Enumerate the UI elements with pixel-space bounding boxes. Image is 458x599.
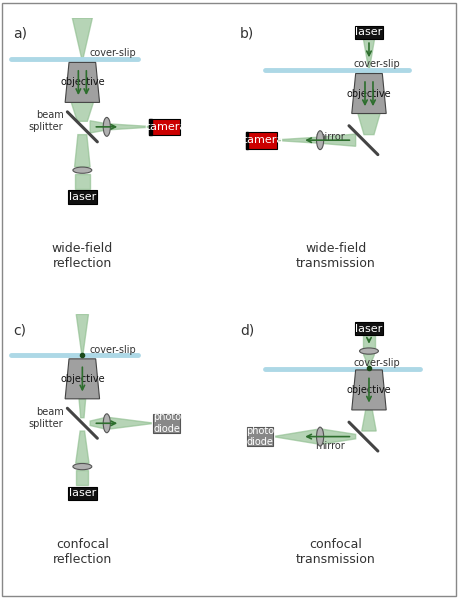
Polygon shape [352, 74, 386, 114]
Ellipse shape [73, 464, 92, 470]
Polygon shape [364, 335, 375, 349]
Polygon shape [276, 429, 317, 444]
Polygon shape [65, 359, 99, 399]
Ellipse shape [73, 167, 92, 173]
Text: laser: laser [355, 324, 382, 334]
Polygon shape [352, 370, 386, 410]
Polygon shape [320, 429, 356, 444]
FancyBboxPatch shape [245, 132, 248, 149]
Text: confocal
transmission: confocal transmission [296, 538, 376, 566]
Text: wide-field
transmission: wide-field transmission [296, 242, 376, 270]
FancyBboxPatch shape [68, 190, 97, 204]
Text: laser: laser [69, 488, 96, 498]
Text: cover-slip: cover-slip [354, 358, 400, 368]
Polygon shape [107, 124, 149, 130]
Polygon shape [320, 134, 356, 146]
Polygon shape [358, 114, 380, 135]
Polygon shape [79, 399, 86, 418]
FancyBboxPatch shape [247, 427, 273, 446]
Text: laser: laser [69, 192, 96, 202]
Polygon shape [90, 417, 107, 429]
FancyBboxPatch shape [245, 132, 277, 149]
Ellipse shape [360, 348, 378, 354]
FancyBboxPatch shape [149, 119, 180, 135]
Text: a): a) [13, 27, 27, 41]
Polygon shape [107, 417, 151, 429]
Text: b): b) [240, 27, 254, 41]
Polygon shape [75, 135, 90, 167]
Text: camera: camera [241, 135, 284, 145]
FancyBboxPatch shape [354, 26, 383, 39]
Text: objective: objective [60, 374, 105, 384]
FancyBboxPatch shape [153, 414, 180, 432]
Text: laser: laser [355, 28, 382, 37]
Text: objective: objective [347, 89, 391, 98]
Polygon shape [361, 70, 377, 74]
Text: beam
splitter: beam splitter [29, 407, 64, 428]
Polygon shape [364, 355, 375, 367]
Polygon shape [72, 18, 93, 59]
Ellipse shape [103, 117, 110, 137]
Polygon shape [76, 314, 88, 355]
FancyBboxPatch shape [354, 322, 383, 335]
Ellipse shape [103, 414, 110, 432]
Text: c): c) [13, 323, 27, 337]
Text: mirror: mirror [315, 132, 344, 142]
Text: wide-field
reflection: wide-field reflection [52, 242, 113, 270]
Text: objective: objective [60, 77, 105, 87]
Polygon shape [65, 62, 99, 102]
Text: camera: camera [145, 122, 187, 132]
FancyBboxPatch shape [149, 119, 152, 135]
Text: cover-slip: cover-slip [89, 344, 136, 355]
Polygon shape [364, 39, 375, 68]
Text: cover-slip: cover-slip [89, 48, 136, 58]
Polygon shape [75, 174, 90, 189]
Ellipse shape [316, 131, 324, 150]
Text: photo
diode: photo diode [153, 413, 181, 434]
Polygon shape [71, 102, 93, 121]
Polygon shape [362, 410, 376, 431]
Polygon shape [278, 137, 320, 143]
Text: confocal
reflection: confocal reflection [53, 538, 112, 566]
Polygon shape [90, 121, 107, 133]
Polygon shape [76, 470, 88, 485]
Text: photo
diode: photo diode [246, 426, 274, 447]
Text: beam
splitter: beam splitter [29, 110, 64, 132]
Text: objective: objective [347, 385, 391, 395]
Polygon shape [76, 431, 89, 463]
Text: cover-slip: cover-slip [354, 59, 400, 69]
Text: d): d) [240, 323, 254, 337]
Ellipse shape [316, 427, 324, 446]
FancyBboxPatch shape [68, 486, 97, 500]
Text: mirror: mirror [315, 441, 344, 451]
